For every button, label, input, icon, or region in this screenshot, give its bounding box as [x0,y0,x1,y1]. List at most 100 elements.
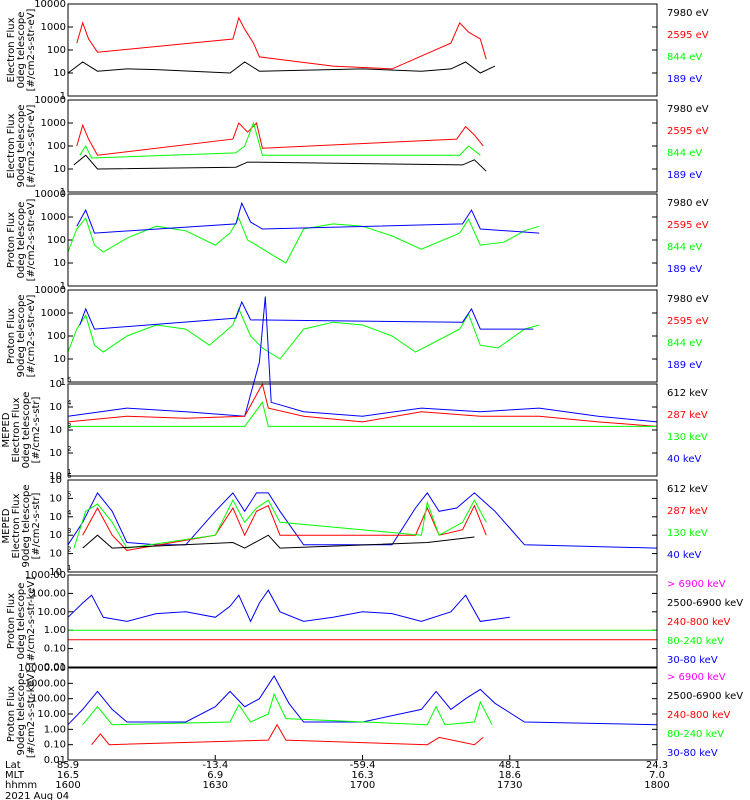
y-tick-label: 10 [53,258,66,269]
y-tick-label: 100 [47,331,66,342]
plot-frame [67,289,658,383]
y-tick-label: 1000 [41,22,66,33]
legend-entry: 130 keV [667,528,708,539]
legend-entry: 287 keV [667,506,708,517]
y-axis-label: Electron Flux0deg telescope[#/cm2-s-str-… [6,9,37,92]
y-tick-label: 0.01 [44,755,66,766]
y-axis-label-line: [#/cm2-s-str-eV] [26,295,37,378]
y-tick-label: 1.00 [44,625,66,636]
plot-frame [67,193,658,287]
y-axis-label-line: Proton Flux [6,686,17,742]
legend-entry: 844 eV [667,338,702,349]
series-line [82,692,493,726]
y-tick-label: 10 [49,493,62,504]
y-tick-label: 10 [49,530,62,541]
legend-entry: 189 eV [667,264,702,275]
y-axis-label-line: [#/cm2-s-str-eV] [26,105,37,188]
y-axis-label-line: 0deg telescope [16,202,27,279]
y-tick-label: 100.00 [31,588,66,599]
plot-frame [67,574,658,668]
y-tick-label: 10 [49,512,62,523]
series-line [68,401,657,427]
y-tick-label: 0.01 [44,662,66,673]
series-line [67,216,540,264]
y-axis-label-line: [#/cm2-s-str-keV] [26,670,37,758]
legend-entry: 240-800 keV [667,617,731,628]
y-axis-label: Proton Flux0deg telescope[#/cm2-s-str-ke… [6,577,37,665]
y-axis-label: Electron Flux90deg telescope[#/cm2-s-str… [6,104,37,187]
plot-frame [67,479,658,573]
x-tick-label: 24.3 [646,760,668,771]
series-line [73,154,487,172]
legend-entry: 240-800 keV [667,710,731,721]
legend-entry: 130 keV [667,432,708,443]
series-line [79,121,481,159]
series-line [67,491,658,549]
series-line [67,296,658,423]
series-line [67,307,540,360]
x-row-label-hhmm: hhmm [5,780,37,791]
y-tick-label: 1 [60,91,66,102]
series-line [67,675,658,726]
legend-entry: 40 keV [667,454,701,465]
legend-entry: 7980 eV [667,104,709,115]
y-tick-label: 1.00 [44,724,66,735]
y-axis-label-line: Electron Flux [6,17,17,82]
y-tick-label: 0.10 [44,740,66,751]
y-tick-exponent: 2 [67,546,71,554]
x-tick-label: 48.1 [499,760,521,771]
legend-entry: 287 keV [667,410,708,421]
y-tick-exponent: 6 [67,472,72,480]
y-axis-label-line: 0deg telescope [21,392,32,469]
y-tick-label: 100 [47,235,66,246]
legend-entry: > 6900 keV [667,672,726,683]
x-tick-label: 18.6 [499,770,521,781]
series-line [76,121,484,156]
y-tick-label: 10000 [34,189,66,200]
legend-entry: 30-80 keV [667,655,718,666]
y-axis-label-line: [#/cm2-s-str] [31,492,42,559]
y-axis-label-line: Electron Flux [11,493,22,558]
y-tick-label: 1 [60,281,66,292]
y-tick-label: 10000 [34,95,66,106]
y-axis-label: Proton Flux0deg telescope[#/cm2-s-str-eV… [6,199,37,282]
legend-entry: 7980 eV [667,294,709,305]
series-line [91,723,484,746]
y-tick-label: 1000.00 [25,570,66,581]
legend-entry: 612 keV [667,388,708,399]
legend-entry: 844 eV [667,242,702,253]
x-tick-label: 16.5 [57,770,79,781]
legend-entry: 189 eV [667,170,702,181]
y-tick-label: 100.00 [31,694,66,705]
y-axis-label: Proton Flux90deg telescope[#/cm2-s-str-k… [6,670,37,758]
y-tick-label: 1000 [41,308,66,319]
y-tick-label: 1 [60,377,66,388]
x-tick-label: 16.3 [351,770,373,781]
series-line [82,534,475,549]
x-tick-label: 1700 [350,780,375,791]
y-tick-label: 100 [47,45,66,56]
y-axis-label-line: [#/cm2-s-str-eV] [26,199,37,282]
y-axis-label-line: MEPED [1,508,12,543]
y-tick-label: 1000 [41,212,66,223]
legend-entry: 2595 eV [667,126,709,137]
series-line [73,499,487,549]
y-tick-label: 10 [53,68,66,79]
y-axis-label-line: 90deg telescope [16,672,27,755]
series-line [67,382,658,427]
series-line [79,300,534,330]
y-tick-label: 10 [49,448,62,459]
y-tick-label: 10 [53,354,66,365]
y-tick-label: 10 [49,402,62,413]
panel-8: 0.010.101.0010.00100.001000.0010000.00Pr… [6,663,743,766]
y-tick-exponent: 5 [67,376,71,384]
y-tick-exponent: 1 [67,564,71,572]
legend-entry: 189 eV [667,74,702,85]
y-axis-label: MEPEDElectron Flux90deg telescope[#/cm2-… [1,484,42,567]
y-tick-exponent: 1 [67,468,71,476]
